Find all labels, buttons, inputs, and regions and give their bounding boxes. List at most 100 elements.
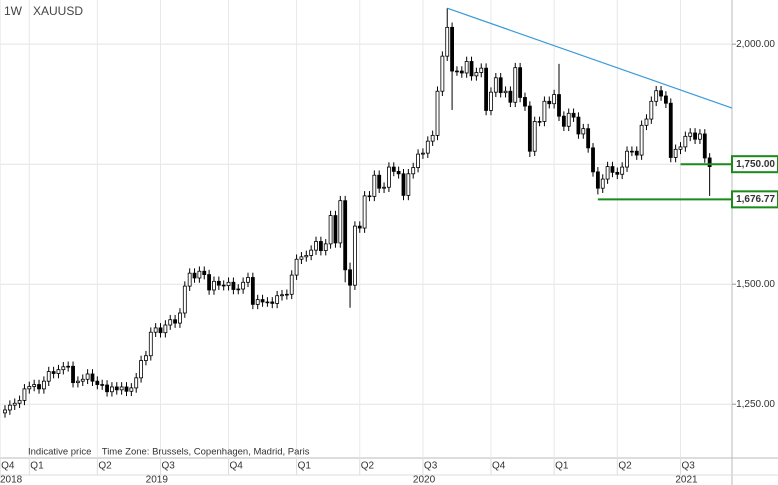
candle-body — [202, 270, 207, 276]
candle-body — [134, 377, 139, 389]
candle-body — [139, 360, 143, 379]
candle-body — [119, 386, 124, 391]
level-label-box — [731, 190, 778, 209]
candle-body — [80, 378, 85, 382]
x-tick-label: Q4 — [1, 461, 15, 472]
candle-body — [532, 121, 537, 152]
candle-body — [61, 366, 66, 371]
candle-body — [348, 269, 352, 286]
candle-body — [197, 270, 202, 279]
x-tick-label: Q2 — [98, 461, 112, 472]
candle-body — [464, 61, 469, 74]
candle-body — [75, 380, 80, 384]
candle-body — [518, 67, 523, 98]
candle-body — [207, 274, 212, 291]
candle-body — [654, 90, 659, 102]
candle-body — [27, 386, 32, 390]
candle-body — [299, 256, 304, 260]
candle-body — [547, 100, 552, 105]
year-label: 2018 — [0, 475, 23, 485]
candle-body — [498, 77, 503, 94]
x-tick-label: Q2 — [618, 461, 632, 472]
candle-body — [37, 384, 41, 390]
candle-body — [216, 280, 221, 286]
candle-body — [649, 100, 654, 120]
candle-body — [586, 128, 591, 149]
candle-body — [275, 295, 280, 304]
candle-body — [430, 134, 435, 142]
candle-body — [12, 402, 17, 406]
year-label: 2021 — [675, 475, 698, 485]
candle-body — [95, 380, 100, 385]
candle-body — [178, 312, 182, 324]
candle-body — [110, 386, 114, 393]
candle-body — [571, 112, 576, 118]
candle-body — [542, 100, 547, 122]
candle-body — [552, 94, 557, 105]
x-tick-label: Q3 — [162, 461, 176, 472]
candle-body — [144, 355, 148, 361]
x-tick-label: Q2 — [361, 461, 375, 472]
candle-body — [557, 94, 561, 117]
x-tick-label: Q3 — [424, 461, 438, 472]
candle-body — [489, 91, 493, 111]
candle-body — [595, 171, 600, 189]
candle-body — [318, 241, 323, 252]
candle-body — [664, 95, 668, 104]
candle-body — [561, 115, 566, 127]
candle-body — [148, 331, 153, 357]
x-tick-label: Q3 — [681, 461, 695, 472]
candle-body — [508, 90, 513, 103]
x-tick-label: Q4 — [492, 461, 506, 472]
candle-body — [576, 116, 581, 135]
candle-body — [367, 195, 372, 198]
candle-body — [445, 26, 450, 57]
candle-body — [698, 133, 702, 140]
candle-body — [416, 153, 420, 168]
candle-body — [382, 186, 386, 189]
candle-body — [182, 285, 187, 314]
candle-body — [401, 173, 406, 196]
candle-body — [17, 399, 22, 404]
candle-body — [168, 319, 173, 326]
candle-body — [391, 166, 396, 172]
timeframe: 1W — [4, 4, 23, 18]
candle-body — [357, 225, 362, 229]
candle-body — [22, 388, 27, 401]
y-tick-label: 2,000.00 — [736, 39, 775, 50]
candle-body — [304, 255, 309, 258]
candle-body — [411, 167, 416, 175]
candle-body — [688, 132, 693, 137]
candle-body — [255, 299, 260, 305]
candle-body — [284, 293, 289, 296]
candle-body — [702, 133, 707, 159]
y-tick-label: 1,250.00 — [736, 399, 775, 410]
level-label: 1,676.77 — [736, 194, 775, 205]
candle-body — [158, 327, 163, 334]
candle-body — [605, 166, 610, 180]
candle-body — [362, 195, 367, 229]
candle-body — [231, 281, 236, 290]
candle-body — [32, 384, 37, 387]
candle-body — [153, 327, 158, 333]
candle-body — [100, 384, 105, 386]
candle-body — [7, 404, 12, 411]
year-label: 2020 — [413, 475, 436, 485]
candle-body — [459, 70, 464, 74]
candle-body — [683, 135, 688, 148]
candle-body — [600, 178, 605, 189]
candle-body — [270, 301, 275, 304]
candle-body — [352, 225, 357, 286]
candle-body — [241, 281, 246, 290]
candle-body — [503, 90, 508, 94]
candle-body — [56, 369, 61, 374]
candle-body — [387, 166, 391, 188]
y-tick-label: 1,500.00 — [736, 279, 775, 290]
candle-body — [581, 128, 586, 135]
x-tick-label: Q1 — [555, 461, 569, 472]
candle-body — [634, 150, 639, 156]
trendline — [447, 7, 733, 109]
candle-body — [163, 324, 168, 334]
candle-body — [639, 124, 644, 156]
candle-body — [659, 90, 663, 97]
